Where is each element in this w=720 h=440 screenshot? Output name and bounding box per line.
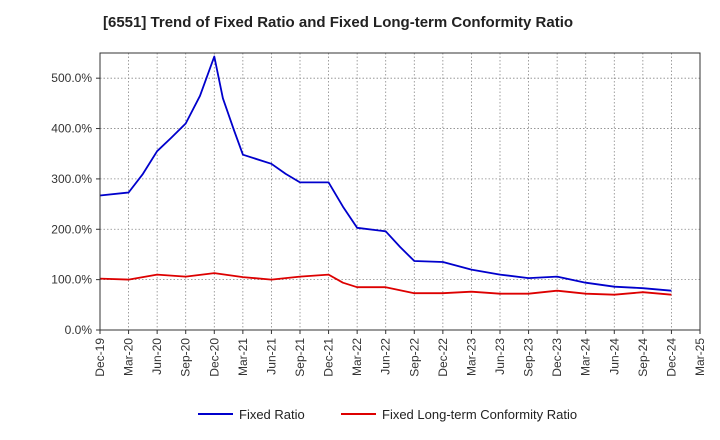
- x-tick-label: Dec-24: [664, 338, 678, 377]
- y-tick-label: 200.0%: [51, 222, 92, 236]
- x-tick-label: Sep-21: [293, 338, 307, 377]
- x-tick-label: Dec-19: [93, 338, 107, 377]
- legend: Fixed Ratio Fixed Long-term Conformity Ra…: [198, 407, 577, 422]
- y-axis: 0.0% 100.0% 200.0% 300.0% 400.0% 500.0%: [51, 71, 100, 337]
- x-tick-label: Sep-23: [522, 338, 536, 377]
- x-tick-label: Dec-22: [436, 338, 450, 377]
- legend-label-1: Fixed Ratio: [239, 407, 305, 422]
- legend-label-2: Fixed Long-term Conformity Ratio: [382, 407, 577, 422]
- x-tick-label: Sep-24: [636, 338, 650, 377]
- x-tick-label: Jun-24: [607, 338, 621, 375]
- series-line-2: [99, 272, 672, 296]
- x-tick-label: Jun-20: [150, 338, 164, 375]
- y-tick-label: 300.0%: [51, 172, 92, 186]
- y-tick-label: 500.0%: [51, 71, 92, 85]
- x-tick-label: Sep-20: [179, 338, 193, 377]
- x-tick-label: Sep-22: [407, 338, 421, 377]
- x-tick-label: Mar-21: [236, 338, 250, 376]
- x-tick-label: Mar-24: [579, 338, 593, 376]
- x-tick-label: Mar-22: [350, 338, 364, 376]
- series-line-1: [99, 55, 672, 292]
- y-tick-label: 100.0%: [51, 273, 92, 287]
- x-tick-label: Jun-23: [493, 338, 507, 375]
- x-axis: Dec-19 Mar-20 Jun-20 Sep-20 Dec-20 Mar-21 Jun-…: [93, 330, 707, 377]
- x-tick-label: Dec-21: [322, 338, 336, 377]
- x-tick-label: Mar-20: [122, 338, 136, 376]
- chart-title: [6551] Trend of Fixed Ratio and Fixed Lo…: [103, 14, 574, 31]
- plot-area: [100, 53, 700, 330]
- x-tick-label: Mar-25: [693, 338, 707, 376]
- x-tick-label: Dec-23: [550, 338, 564, 377]
- y-tick-label: 400.0%: [51, 122, 92, 136]
- y-tick-label: 0.0%: [65, 323, 93, 337]
- x-tick-label: Mar-23: [464, 338, 478, 376]
- x-tick-label: Dec-20: [207, 338, 221, 377]
- x-tick-label: Jun-22: [379, 338, 393, 375]
- series-layer: [99, 55, 672, 296]
- plot-border: [99, 52, 701, 331]
- x-tick-label: Jun-21: [264, 338, 278, 375]
